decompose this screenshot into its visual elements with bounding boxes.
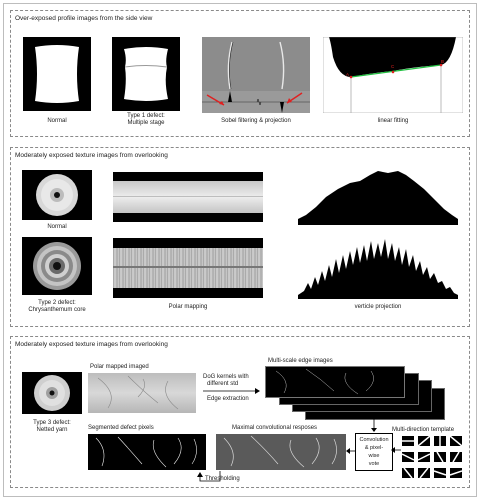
sobel-filtering-image: [202, 37, 310, 113]
direction-template-grid: [402, 436, 462, 478]
type3-caption-line2: Netted yarn: [36, 427, 68, 433]
polar-mapping-normal-image: [113, 172, 263, 222]
linear-fitting-caption: linear fitting: [377, 118, 409, 124]
template-6: [417, 452, 431, 462]
multiscale-label: Multi-scale edge images: [268, 358, 333, 364]
projection-normal-plot: [298, 167, 458, 225]
type1-defect-image: [112, 37, 180, 111]
panel-netted-yarn: [10, 336, 470, 488]
maximal-response-image: [216, 434, 346, 470]
arrow-to-convolution: [371, 419, 377, 432]
type1-caption-line1: Type 1 defect:: [127, 113, 165, 119]
template-1: [402, 436, 414, 446]
template-5: [402, 452, 415, 462]
panel-texture-images: [10, 147, 470, 327]
marker-b: B: [441, 59, 445, 64]
arrow-template-to-convolution: [391, 447, 401, 453]
type2-defect-caption: Type 2 defect: Chrysanthemum core: [14, 300, 100, 314]
arrow-thresholding: [197, 471, 221, 482]
template-3: [434, 436, 446, 446]
template-11: [433, 468, 447, 478]
type2-caption-line1: Type 2 defect:: [38, 300, 76, 306]
normal-profile-caption: Normal: [47, 118, 67, 124]
template-12: [449, 468, 462, 478]
normal-core-image: [22, 170, 92, 220]
conv-text-line3: wise: [368, 453, 380, 459]
figure-frame: [3, 3, 477, 497]
marker-a: A: [346, 72, 350, 77]
thresholding-label: Thresholding: [205, 476, 240, 482]
template-4: [449, 436, 462, 447]
template-7: [434, 451, 446, 463]
sobel-caption: Sobel filtering & projection: [221, 118, 291, 124]
panel3-title: Moderately exposed texture images from o…: [15, 341, 168, 348]
dog-label-line2: different std: [207, 381, 239, 387]
multiscale-edge-image-1: [265, 366, 405, 398]
template-10: [418, 467, 430, 478]
polar-mapped-texture-image: [88, 373, 196, 413]
conv-text-line2: & pixel-: [364, 445, 384, 451]
polar-mapping-caption: Polar mapping: [168, 304, 208, 310]
conv-text-line1: Convolution: [359, 437, 389, 443]
edge-extraction-label: Edge extraction: [207, 396, 249, 402]
convolution-box: Convolution & pixel- wise vote: [355, 433, 393, 471]
conv-text-line4: vote: [368, 461, 380, 467]
panel1-title: Over-exposed profile images from the sid…: [15, 15, 153, 22]
normal-core-caption: Normal: [47, 224, 67, 230]
segmented-label: Segmented defect pixels: [88, 425, 154, 431]
segmented-defect-image: [88, 434, 206, 470]
type3-defect-caption: Type 3 defect: Netted yarn: [14, 420, 90, 434]
type1-defect-caption: Type 1 defect: Multiple stage: [105, 113, 187, 127]
panel2-title: Moderately exposed texture images from o…: [15, 152, 168, 159]
maximal-label: Maximal convolutional resposes: [232, 425, 318, 431]
type3-caption-line1: Type 3 defect:: [33, 420, 71, 426]
polar-imaged-label: Polar mapped imaged: [90, 364, 149, 370]
template-9: [402, 467, 414, 478]
multidir-label: Multi-direction template: [392, 427, 455, 433]
normal-profile-image: [23, 37, 91, 111]
arrow-conv-to-maximal: [346, 448, 356, 454]
dog-label-line1: DoG kernels with: [203, 374, 249, 380]
arrow-to-multiscale: [203, 388, 260, 394]
netted-yarn-core-image: [22, 372, 82, 414]
projection-caption: verticle projection: [354, 304, 402, 310]
type2-caption-line2: Chrysanthemum core: [28, 307, 86, 313]
template-8: [450, 451, 462, 463]
chrysanthemum-core-image: [22, 237, 92, 295]
template-2: [417, 436, 431, 447]
projection-defect-plot: [298, 237, 458, 299]
type1-caption-line2: Multiple stage: [127, 120, 165, 126]
polar-mapping-defect-image: [113, 238, 263, 298]
panel-profile-images: [10, 10, 470, 137]
linear-fitting-image: A C B: [323, 37, 463, 113]
marker-c: C: [391, 64, 395, 69]
